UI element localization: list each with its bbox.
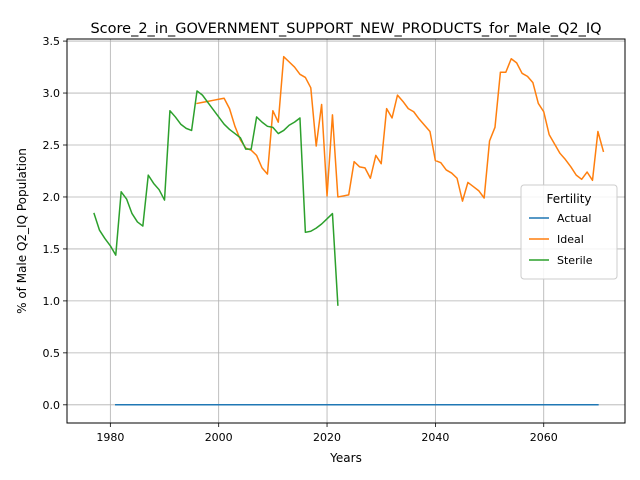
legend-label-ideal: Ideal — [557, 233, 584, 246]
x-tick-label: 2060 — [530, 431, 558, 444]
series-layer — [93, 55, 605, 406]
y-tick-label: 1.5 — [43, 243, 61, 256]
series-line-ideal — [196, 55, 605, 202]
y-axis-label: % of Male Q2_IQ Population — [15, 148, 29, 314]
y-tick-label: 1.0 — [43, 295, 61, 308]
chart-title: Score_2_in_GOVERNMENT_SUPPORT_NEW_PRODUC… — [90, 21, 601, 37]
legend-label-actual: Actual — [557, 212, 591, 225]
legend: Fertility Actual Ideal Sterile — [520, 184, 618, 280]
x-axis: 1980 2000 2020 2040 2060 — [96, 423, 558, 444]
x-tick-label: 1980 — [96, 431, 124, 444]
x-axis-label: Years — [329, 451, 362, 465]
x-tick-label: 2020 — [313, 431, 341, 444]
legend-box — [520, 184, 618, 280]
legend-label-sterile: Sterile — [557, 254, 593, 267]
y-tick-label: 3.5 — [43, 35, 61, 48]
x-tick-label: 2040 — [421, 431, 449, 444]
x-tick-label: 2000 — [205, 431, 233, 444]
plot-area-frame — [66, 38, 626, 424]
series-line-sterile — [93, 90, 339, 306]
y-tick-label: 2.5 — [43, 139, 61, 152]
y-tick-label: 0.5 — [43, 347, 61, 360]
y-tick-label: 2.0 — [43, 191, 61, 204]
y-tick-label: 3.0 — [43, 87, 61, 100]
legend-title: Fertility — [546, 192, 591, 206]
y-tick-label: 0.0 — [43, 399, 61, 412]
legend-entries: Actual Ideal Sterile — [529, 212, 593, 267]
y-axis: 0.0 0.5 1.0 1.5 2.0 2.5 3.0 3.5 — [43, 35, 67, 412]
